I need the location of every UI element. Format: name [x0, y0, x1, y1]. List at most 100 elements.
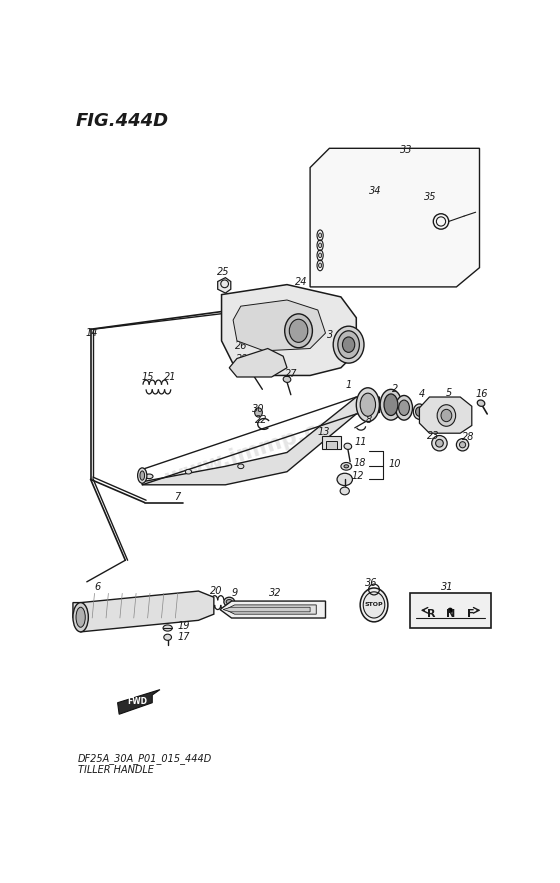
- Text: 28: 28: [461, 432, 474, 442]
- Text: 5: 5: [446, 389, 452, 398]
- Text: 6: 6: [95, 582, 101, 592]
- Ellipse shape: [416, 407, 423, 416]
- Ellipse shape: [384, 394, 398, 416]
- Ellipse shape: [413, 404, 426, 419]
- Ellipse shape: [163, 625, 172, 631]
- Text: 24: 24: [295, 276, 307, 286]
- Text: 31: 31: [441, 582, 454, 592]
- Polygon shape: [310, 148, 479, 287]
- Ellipse shape: [360, 393, 376, 416]
- Polygon shape: [419, 397, 472, 434]
- Ellipse shape: [146, 474, 153, 479]
- Ellipse shape: [340, 487, 349, 494]
- Ellipse shape: [185, 470, 192, 474]
- Ellipse shape: [140, 471, 144, 480]
- Bar: [410, 593, 491, 628]
- Text: 29: 29: [236, 353, 249, 364]
- Text: 22: 22: [255, 415, 268, 425]
- Text: 23: 23: [427, 431, 440, 441]
- Ellipse shape: [337, 473, 352, 486]
- Ellipse shape: [342, 337, 355, 352]
- Ellipse shape: [432, 435, 447, 451]
- Ellipse shape: [237, 464, 244, 469]
- Ellipse shape: [437, 404, 456, 426]
- Ellipse shape: [224, 597, 235, 607]
- Polygon shape: [118, 690, 160, 714]
- Text: 18: 18: [354, 458, 366, 468]
- Text: 14: 14: [85, 328, 98, 338]
- Text: R: R: [427, 609, 435, 619]
- Ellipse shape: [356, 388, 380, 422]
- Text: 25: 25: [217, 267, 230, 276]
- Text: 21: 21: [164, 372, 176, 382]
- Text: 9: 9: [231, 588, 238, 599]
- Text: 26: 26: [235, 341, 248, 351]
- Ellipse shape: [319, 263, 321, 268]
- Polygon shape: [73, 591, 214, 632]
- Ellipse shape: [395, 396, 413, 420]
- Text: 32: 32: [269, 588, 282, 599]
- Ellipse shape: [283, 376, 291, 382]
- Ellipse shape: [459, 442, 465, 448]
- Bar: [321, 435, 341, 449]
- Text: 3: 3: [327, 330, 333, 341]
- Ellipse shape: [319, 253, 321, 258]
- Text: 12: 12: [352, 471, 364, 480]
- Ellipse shape: [138, 468, 147, 483]
- Text: 2: 2: [391, 383, 398, 394]
- Text: N: N: [446, 609, 455, 619]
- Text: F: F: [466, 609, 474, 619]
- Ellipse shape: [284, 313, 312, 348]
- Ellipse shape: [399, 400, 409, 416]
- Ellipse shape: [226, 600, 232, 604]
- Text: 15: 15: [142, 372, 154, 382]
- Text: 4: 4: [419, 389, 425, 399]
- Text: 27: 27: [284, 369, 297, 379]
- Text: www.immp.co: www.immp.co: [162, 416, 335, 489]
- Text: 30: 30: [251, 404, 264, 413]
- Ellipse shape: [363, 592, 385, 618]
- Polygon shape: [220, 601, 325, 618]
- Polygon shape: [222, 284, 356, 375]
- Text: 35: 35: [424, 192, 436, 202]
- Text: 19: 19: [178, 621, 190, 630]
- Text: 36: 36: [366, 578, 378, 588]
- Ellipse shape: [319, 233, 321, 238]
- Text: TILLER HANDLE: TILLER HANDLE: [78, 765, 153, 774]
- Polygon shape: [229, 349, 287, 377]
- Ellipse shape: [73, 602, 88, 632]
- Polygon shape: [233, 300, 325, 351]
- Polygon shape: [225, 605, 316, 615]
- Ellipse shape: [448, 608, 452, 613]
- Polygon shape: [142, 397, 380, 485]
- Ellipse shape: [164, 634, 171, 640]
- Ellipse shape: [360, 588, 388, 622]
- Ellipse shape: [344, 464, 348, 468]
- Ellipse shape: [344, 443, 352, 449]
- Ellipse shape: [380, 389, 402, 420]
- Ellipse shape: [76, 608, 85, 627]
- Ellipse shape: [333, 326, 364, 363]
- Bar: [325, 441, 337, 449]
- Text: 33: 33: [400, 145, 413, 155]
- Text: FWD: FWD: [127, 697, 147, 706]
- Text: 20: 20: [210, 586, 222, 596]
- Text: 16: 16: [475, 389, 488, 399]
- Text: 8: 8: [366, 415, 372, 425]
- Text: FIG.444D: FIG.444D: [75, 112, 169, 131]
- Text: DF25A_30A_P01_015_444D: DF25A_30A_P01_015_444D: [78, 753, 212, 765]
- Ellipse shape: [255, 408, 262, 417]
- Ellipse shape: [290, 320, 308, 343]
- Ellipse shape: [477, 400, 485, 406]
- Ellipse shape: [247, 367, 256, 374]
- Ellipse shape: [341, 463, 352, 470]
- Polygon shape: [223, 608, 310, 612]
- Text: 13: 13: [318, 427, 330, 437]
- Polygon shape: [218, 277, 231, 293]
- Text: 7: 7: [174, 492, 180, 502]
- Text: 34: 34: [369, 185, 382, 196]
- Ellipse shape: [338, 331, 360, 358]
- Text: STOP: STOP: [365, 601, 384, 607]
- Text: 10: 10: [389, 459, 401, 469]
- Text: 1: 1: [346, 380, 352, 389]
